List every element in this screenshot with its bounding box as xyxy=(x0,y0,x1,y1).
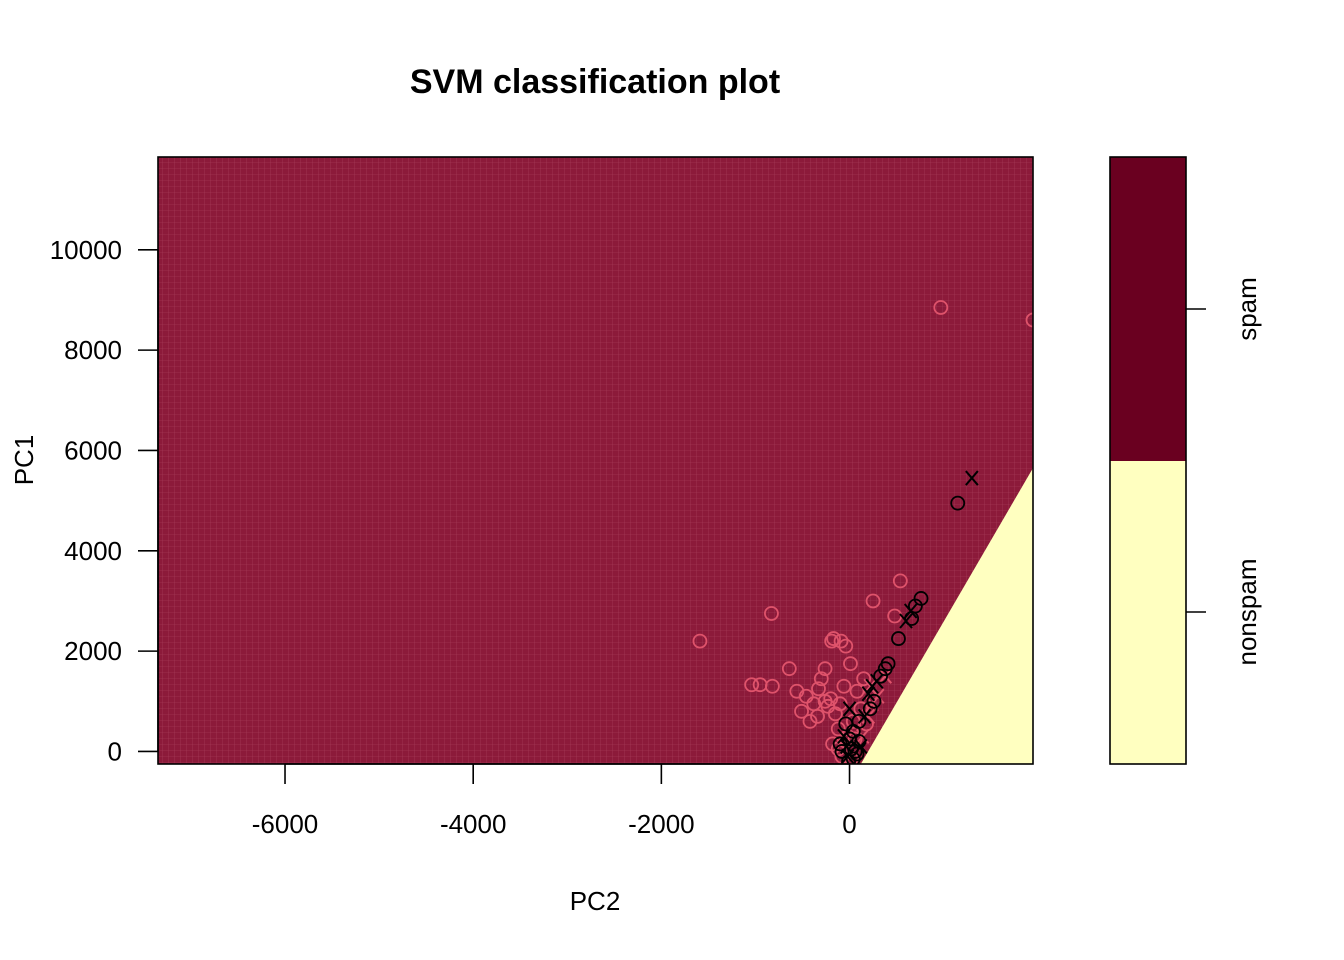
data-point-red xyxy=(933,300,949,315)
data-point-red xyxy=(744,677,760,693)
legend-frame xyxy=(1109,156,1187,765)
data-point-black xyxy=(950,495,966,511)
chart-title: SVM classification plot xyxy=(410,63,780,101)
x-axis-label: PC2 xyxy=(570,886,621,916)
data-point-red xyxy=(843,656,858,672)
data-point-red xyxy=(810,708,825,724)
legend-nonspam-swatch xyxy=(1110,461,1186,764)
x-tick-label: -2000 xyxy=(628,809,695,839)
data-point-red xyxy=(692,633,708,649)
data-point-red xyxy=(802,713,818,729)
support-vector-black xyxy=(861,686,876,702)
y-tick-label: 8000 xyxy=(64,335,122,365)
data-point-red xyxy=(764,606,779,621)
legend-label-spam: spam xyxy=(1232,277,1262,341)
data-point-black xyxy=(838,716,854,732)
data-point-red xyxy=(838,638,854,654)
data-point-red xyxy=(1025,312,1033,328)
data-point-black xyxy=(877,661,893,677)
legend-label-nonspam: nonspam xyxy=(1232,559,1262,666)
data-point-red xyxy=(849,683,865,699)
support-vector-red xyxy=(878,668,893,684)
points-layer xyxy=(692,300,1033,764)
data-point-red xyxy=(781,661,797,677)
support-vector-black xyxy=(865,678,879,694)
class-legend: spam nonspam xyxy=(1109,156,1262,765)
data-point-red xyxy=(856,671,872,687)
y-axis-label: PC1 xyxy=(9,435,39,486)
data-point-red xyxy=(813,671,829,687)
support-vector-black xyxy=(965,470,979,486)
y-tick-label: 0 xyxy=(108,736,122,766)
support-vector-black xyxy=(854,738,868,755)
support-vector-black xyxy=(842,701,857,717)
x-tick-label: -6000 xyxy=(252,809,319,839)
data-point-red xyxy=(817,661,833,677)
nonspam-region xyxy=(860,468,1033,764)
x-tick-label: 0 xyxy=(842,809,856,839)
data-point-red xyxy=(836,678,852,694)
data-point-red xyxy=(833,633,849,649)
data-point-red xyxy=(865,593,881,609)
data-point-red xyxy=(824,633,840,649)
support-vector-black xyxy=(857,708,872,724)
y-tick-label: 2000 xyxy=(64,636,122,666)
data-point-black xyxy=(873,668,888,684)
data-point-red xyxy=(832,696,848,712)
data-point-black xyxy=(834,744,850,759)
region-grid-texture xyxy=(158,157,1033,764)
y-axis: 0 2000 4000 6000 8000 10000 xyxy=(50,235,159,766)
data-point-black xyxy=(862,701,878,717)
decision-region-layer xyxy=(158,157,1033,764)
data-point-red xyxy=(826,631,841,646)
data-point-black xyxy=(849,746,865,762)
data-point-red xyxy=(764,678,780,694)
y-tick-label: 10000 xyxy=(50,235,122,265)
data-point-black xyxy=(841,754,856,764)
data-point-red xyxy=(798,688,814,704)
y-tick-label: 4000 xyxy=(64,536,122,566)
legend-spam-swatch xyxy=(1110,157,1186,461)
y-tick-label: 6000 xyxy=(64,435,122,465)
data-point-black xyxy=(866,693,882,709)
data-point-red xyxy=(830,721,846,737)
support-vector-black xyxy=(899,613,913,629)
data-point-red xyxy=(811,681,826,697)
data-point-red xyxy=(794,703,809,719)
data-point-red xyxy=(892,573,908,589)
x-tick-label: -4000 xyxy=(440,809,507,839)
data-point-black xyxy=(891,631,906,646)
x-axis: -6000 -4000 -2000 0 xyxy=(252,763,857,839)
